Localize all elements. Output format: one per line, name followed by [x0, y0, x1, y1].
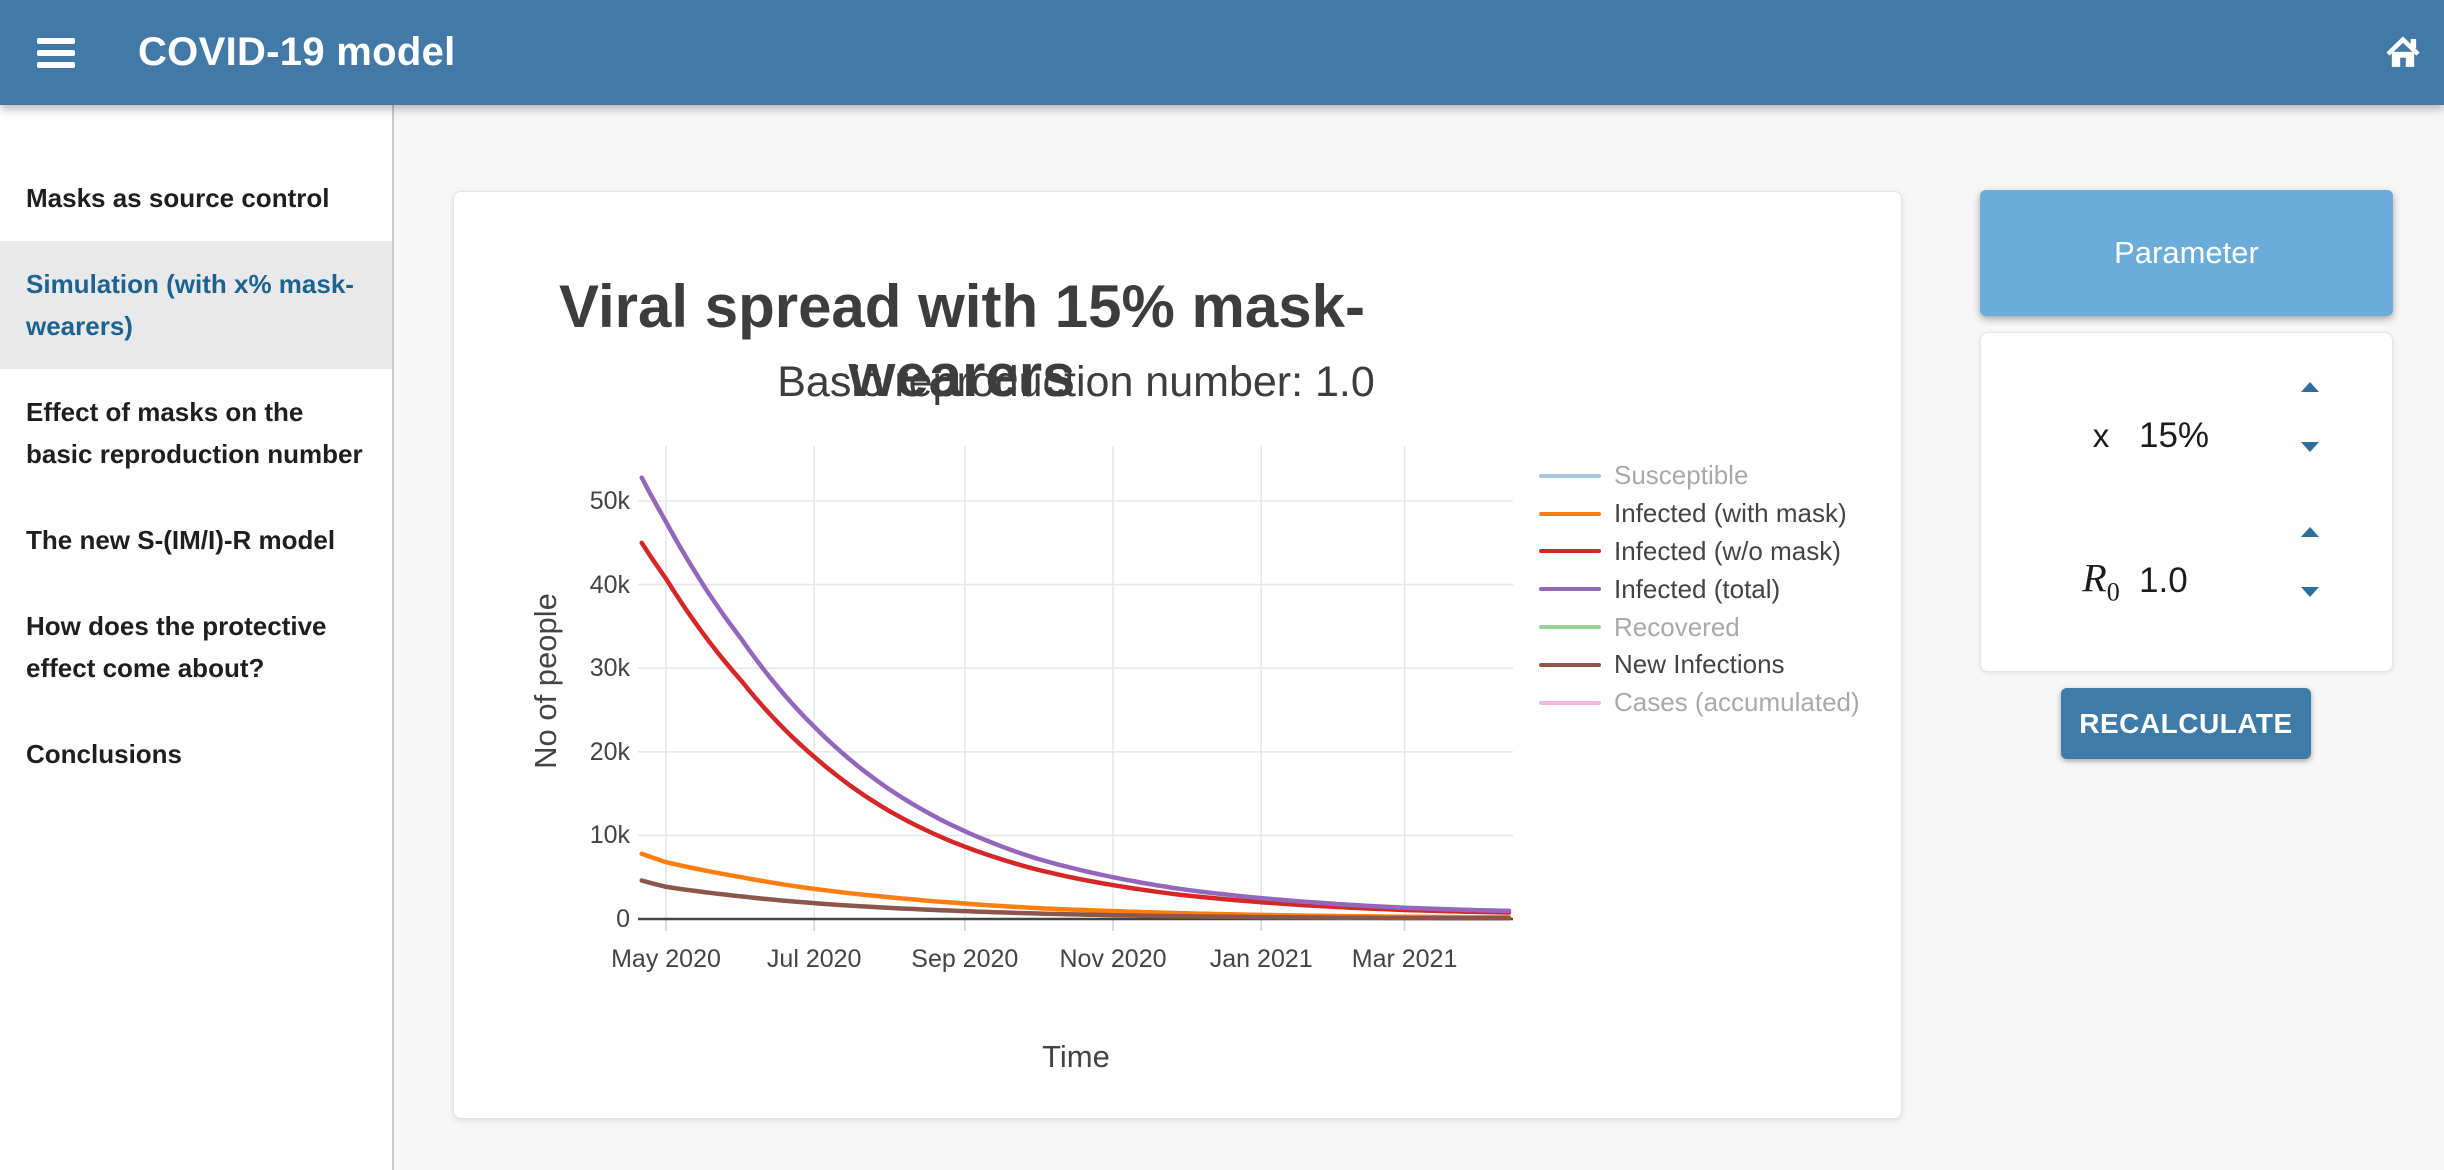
- legend-swatch: [1539, 549, 1601, 554]
- legend-swatch: [1539, 587, 1601, 592]
- y-tick-label: 0: [616, 905, 630, 933]
- legend-label: Infected (total): [1614, 573, 1781, 604]
- spinner-down-button[interactable]: [2301, 587, 2319, 597]
- chart-plot-area[interactable]: [454, 192, 1903, 1120]
- parameter-panel-title: Parameter: [2114, 235, 2259, 270]
- spinner-up-button[interactable]: [2301, 527, 2319, 537]
- param-label-r0: R0: [2082, 555, 2120, 607]
- series-infected-w-o-mask-: [639, 540, 1512, 915]
- y-tick-label: 10k: [589, 821, 630, 850]
- y-tick-label: 50k: [589, 487, 630, 515]
- chart-subtitle: Basic reproduction number: 1.0: [777, 358, 1375, 406]
- param-label-x: x: [2092, 417, 2110, 454]
- legend-item-susceptible[interactable]: Susceptible: [1539, 457, 1860, 495]
- legend-item-new-infections[interactable]: New Infections: [1539, 646, 1860, 684]
- x-tick-label: Jul 2020: [766, 945, 862, 973]
- spinner-up-button[interactable]: [2301, 382, 2319, 392]
- series-new-infections: [639, 878, 1512, 921]
- chart-legend: Susceptible Infected (with mask) Infected …: [1539, 457, 1860, 722]
- x-tick-label: Nov 2020: [1059, 945, 1167, 973]
- legend-item-infected-with-mask-[interactable]: Infected (with mask): [1539, 495, 1860, 533]
- series-infected-total-: [639, 475, 1512, 914]
- legend-label: Infected (w/o mask): [1614, 535, 1841, 566]
- y-tick-label: 40k: [589, 570, 630, 599]
- spinner-down-button[interactable]: [2301, 442, 2319, 452]
- x-tick-label: May 2020: [611, 945, 721, 973]
- recalculate-button[interactable]: RECALCULATE: [2061, 688, 2311, 759]
- legend-item-cases-accumulated-[interactable]: Cases (accumulated): [1539, 684, 1860, 722]
- legend-swatch: [1539, 473, 1601, 478]
- legend-item-infected-w-o-mask-[interactable]: Infected (w/o mask): [1539, 533, 1860, 571]
- sidebar-item-6[interactable]: Conclusions: [26, 739, 183, 769]
- home-icon[interactable]: [2382, 31, 2424, 73]
- x-tick-label: Jan 2021: [1209, 945, 1313, 973]
- sidebar-item-5[interactable]: How does the protective effect come abou…: [26, 611, 327, 683]
- legend-swatch: [1539, 662, 1601, 667]
- y-tick-label: 30k: [589, 654, 630, 683]
- legend-swatch: [1539, 511, 1601, 516]
- menu-icon[interactable]: [37, 38, 75, 68]
- app-bar: COVID-19 model: [0, 0, 2444, 105]
- x-tick-label: Mar 2021: [1351, 945, 1458, 973]
- app-title: COVID-19 model: [138, 30, 456, 74]
- legend-label: Susceptible: [1614, 460, 1749, 491]
- legend-label: Cases (accumulated): [1614, 687, 1860, 718]
- legend-swatch: [1539, 625, 1601, 630]
- param-row-r0: R0 1.0: [1981, 521, 2394, 641]
- parameter-panel-header: Parameter: [1980, 190, 2393, 316]
- legend-label: Recovered: [1614, 611, 1740, 642]
- sidebar-item-1[interactable]: Masks as source control: [26, 183, 330, 213]
- sidebar-item-3[interactable]: Effect of masks on the basic reproductio…: [26, 397, 363, 469]
- sidebar-item-4[interactable]: The new S-(IM/I)-R model: [26, 525, 336, 555]
- legend-item-recovered[interactable]: Recovered: [1539, 608, 1860, 646]
- param-value-r0: 1.0: [2139, 561, 2188, 600]
- x-axis-label: Time: [1042, 1039, 1110, 1074]
- param-value-x: 15%: [2139, 416, 2210, 455]
- chart-card: Viral spread with 15% mask-wearers Basic…: [453, 191, 1902, 1119]
- sidebar: Masks as source control Simulation (with …: [0, 105, 394, 1170]
- chart-title: Viral spread with 15% mask-wearers: [559, 273, 1365, 409]
- param-row-x: x 15%: [1981, 376, 2394, 496]
- legend-swatch: [1539, 700, 1601, 705]
- y-tick-label: 20k: [589, 737, 630, 766]
- parameter-card: x 15% R0 1.0: [1980, 332, 2393, 672]
- legend-label: New Infections: [1614, 649, 1785, 680]
- sidebar-item-2[interactable]: Simulation (with x% mask-wearers): [0, 241, 392, 369]
- x-tick-label: Sep 2020: [911, 945, 1019, 973]
- legend-label: Infected (with mask): [1614, 498, 1847, 529]
- legend-item-infected-total-[interactable]: Infected (total): [1539, 570, 1860, 608]
